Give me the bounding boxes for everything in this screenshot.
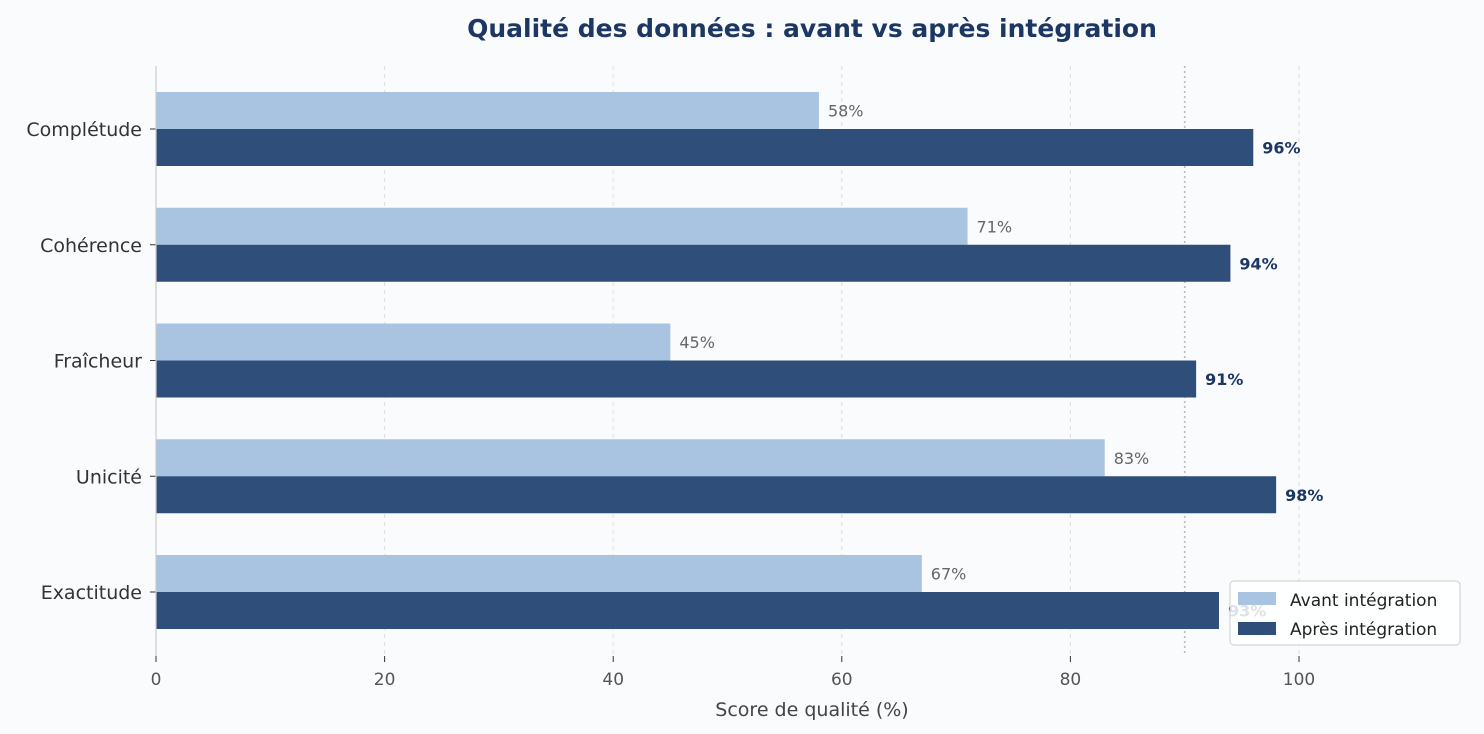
- data-label-before: 83%: [1114, 449, 1150, 468]
- bar-after: [156, 476, 1277, 514]
- x-tick-label: 100: [1283, 670, 1315, 690]
- data-label-before: 45%: [679, 333, 715, 352]
- data-label-after: 94%: [1239, 254, 1277, 273]
- legend-frame: [1229, 580, 1461, 646]
- category-label: Cohérence: [40, 235, 142, 257]
- data-label-before: 71%: [977, 217, 1013, 236]
- bar-before: [156, 323, 671, 361]
- category-label: Unicité: [76, 466, 142, 488]
- bar-before: [156, 555, 922, 592]
- data-label-before: 67%: [931, 565, 967, 584]
- legend: Avant intégration Après intégration: [1229, 580, 1461, 646]
- x-tick-label: 60: [831, 670, 853, 690]
- x-axis-title: Score de qualité (%): [715, 699, 908, 721]
- x-tick-label: 40: [602, 670, 624, 690]
- x-tick-label: 20: [374, 670, 396, 690]
- bar-before: [156, 207, 968, 245]
- bar-after: [156, 592, 1219, 629]
- legend-swatch-before: [1238, 592, 1276, 605]
- x-tick-label: 0: [151, 670, 162, 690]
- chart-title: Qualité des données : avant vs après int…: [467, 14, 1157, 43]
- category-label: Fraîcheur: [54, 351, 142, 373]
- legend-swatch-after: [1238, 622, 1276, 635]
- bars-layer: 58%96%71%94%45%91%83%98%67%93%: [156, 92, 1323, 629]
- bar-after: [156, 244, 1231, 282]
- x-tick-label: 80: [1060, 670, 1082, 690]
- data-label-after: 91%: [1205, 370, 1243, 389]
- data-label-after: 96%: [1262, 139, 1300, 158]
- bar-before: [156, 439, 1105, 477]
- legend-label-before: Avant intégration: [1290, 591, 1437, 611]
- category-label: Exactitude: [41, 582, 142, 604]
- data-label-after: 98%: [1285, 486, 1323, 505]
- bar-after: [156, 360, 1197, 398]
- data-label-before: 58%: [828, 102, 864, 121]
- bar-after: [156, 129, 1254, 166]
- bar-before: [156, 92, 819, 129]
- axes-layer: Complétude Cohérence Fraîcheur Unicité Exact…: [26, 66, 1315, 690]
- legend-label-after: Après intégration: [1290, 620, 1437, 640]
- category-label: Complétude: [26, 119, 142, 141]
